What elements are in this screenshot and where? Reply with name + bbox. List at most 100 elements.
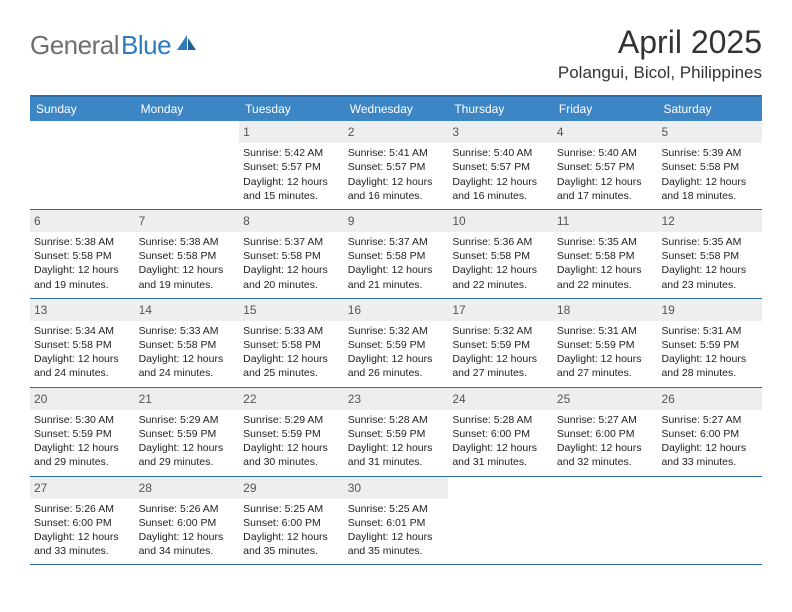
day-number: 26 bbox=[657, 388, 762, 410]
day-number: 6 bbox=[30, 210, 135, 232]
daylight-text: Daylight: 12 hours bbox=[243, 530, 340, 544]
daylight-text: and 24 minutes. bbox=[34, 366, 131, 380]
daylight-text: and 15 minutes. bbox=[243, 189, 340, 203]
sunrise-text: Sunrise: 5:41 AM bbox=[348, 146, 445, 160]
daylight-text: Daylight: 12 hours bbox=[661, 263, 758, 277]
sunrise-text: Sunrise: 5:31 AM bbox=[557, 324, 654, 338]
sunset-text: Sunset: 5:58 PM bbox=[139, 338, 236, 352]
dow-monday: Monday bbox=[135, 97, 240, 121]
sunrise-text: Sunrise: 5:29 AM bbox=[139, 413, 236, 427]
daylight-text: Daylight: 12 hours bbox=[452, 441, 549, 455]
sunrise-text: Sunrise: 5:40 AM bbox=[557, 146, 654, 160]
daylight-text: Daylight: 12 hours bbox=[557, 352, 654, 366]
daylight-text: and 18 minutes. bbox=[661, 189, 758, 203]
day-cell: 22Sunrise: 5:29 AMSunset: 5:59 PMDayligh… bbox=[239, 388, 344, 476]
daylight-text: Daylight: 12 hours bbox=[557, 263, 654, 277]
dow-saturday: Saturday bbox=[657, 97, 762, 121]
day-cell: 12Sunrise: 5:35 AMSunset: 5:58 PMDayligh… bbox=[657, 210, 762, 298]
day-number: 27 bbox=[30, 477, 135, 499]
daylight-text: and 29 minutes. bbox=[139, 455, 236, 469]
day-cell: 21Sunrise: 5:29 AMSunset: 5:59 PMDayligh… bbox=[135, 388, 240, 476]
day-cell: 9Sunrise: 5:37 AMSunset: 5:58 PMDaylight… bbox=[344, 210, 449, 298]
daylight-text: Daylight: 12 hours bbox=[243, 263, 340, 277]
daylight-text: and 22 minutes. bbox=[452, 278, 549, 292]
dow-tuesday: Tuesday bbox=[239, 97, 344, 121]
day-cell: 11Sunrise: 5:35 AMSunset: 5:58 PMDayligh… bbox=[553, 210, 658, 298]
sunrise-text: Sunrise: 5:36 AM bbox=[452, 235, 549, 249]
daylight-text: and 32 minutes. bbox=[557, 455, 654, 469]
day-number: 16 bbox=[344, 299, 449, 321]
sunrise-text: Sunrise: 5:28 AM bbox=[452, 413, 549, 427]
sunrise-text: Sunrise: 5:42 AM bbox=[243, 146, 340, 160]
daylight-text: Daylight: 12 hours bbox=[348, 441, 445, 455]
daylight-text: Daylight: 12 hours bbox=[139, 530, 236, 544]
day-number: 3 bbox=[448, 121, 553, 143]
sunrise-text: Sunrise: 5:33 AM bbox=[243, 324, 340, 338]
day-number: 28 bbox=[135, 477, 240, 499]
daylight-text: Daylight: 12 hours bbox=[243, 441, 340, 455]
daylight-text: and 27 minutes. bbox=[557, 366, 654, 380]
day-number: 14 bbox=[135, 299, 240, 321]
day-cell: 4Sunrise: 5:40 AMSunset: 5:57 PMDaylight… bbox=[553, 121, 658, 209]
day-cell: 7Sunrise: 5:38 AMSunset: 5:58 PMDaylight… bbox=[135, 210, 240, 298]
daylight-text: Daylight: 12 hours bbox=[661, 175, 758, 189]
week-row: 20Sunrise: 5:30 AMSunset: 5:59 PMDayligh… bbox=[30, 388, 762, 477]
sunset-text: Sunset: 5:59 PM bbox=[348, 427, 445, 441]
daylight-text: and 21 minutes. bbox=[348, 278, 445, 292]
daylight-text: and 31 minutes. bbox=[348, 455, 445, 469]
sunset-text: Sunset: 6:00 PM bbox=[661, 427, 758, 441]
daylight-text: Daylight: 12 hours bbox=[243, 352, 340, 366]
day-cell: 17Sunrise: 5:32 AMSunset: 5:59 PMDayligh… bbox=[448, 299, 553, 387]
sunrise-text: Sunrise: 5:25 AM bbox=[243, 502, 340, 516]
dow-thursday: Thursday bbox=[448, 97, 553, 121]
day-cell: 28Sunrise: 5:26 AMSunset: 6:00 PMDayligh… bbox=[135, 477, 240, 565]
sunset-text: Sunset: 5:58 PM bbox=[243, 338, 340, 352]
day-cell: 27Sunrise: 5:26 AMSunset: 6:00 PMDayligh… bbox=[30, 477, 135, 565]
brand-text-blue: Blue bbox=[121, 30, 171, 61]
day-cell-empty bbox=[30, 121, 135, 209]
day-cell-empty bbox=[657, 477, 762, 565]
sunset-text: Sunset: 6:00 PM bbox=[557, 427, 654, 441]
sunset-text: Sunset: 6:00 PM bbox=[34, 516, 131, 530]
sunset-text: Sunset: 5:57 PM bbox=[557, 160, 654, 174]
sunset-text: Sunset: 5:59 PM bbox=[348, 338, 445, 352]
sail-icon bbox=[175, 33, 197, 58]
day-cell: 20Sunrise: 5:30 AMSunset: 5:59 PMDayligh… bbox=[30, 388, 135, 476]
daylight-text: Daylight: 12 hours bbox=[139, 441, 236, 455]
dow-friday: Friday bbox=[553, 97, 658, 121]
day-number: 24 bbox=[448, 388, 553, 410]
daylight-text: and 35 minutes. bbox=[243, 544, 340, 558]
sunset-text: Sunset: 5:58 PM bbox=[139, 249, 236, 263]
daylight-text: and 16 minutes. bbox=[348, 189, 445, 203]
daylight-text: Daylight: 12 hours bbox=[348, 530, 445, 544]
day-number: 20 bbox=[30, 388, 135, 410]
daylight-text: and 23 minutes. bbox=[661, 278, 758, 292]
daylight-text: and 27 minutes. bbox=[452, 366, 549, 380]
day-cell: 29Sunrise: 5:25 AMSunset: 6:00 PMDayligh… bbox=[239, 477, 344, 565]
day-number: 25 bbox=[553, 388, 658, 410]
brand-text-gray: General bbox=[30, 30, 119, 61]
daylight-text: and 35 minutes. bbox=[348, 544, 445, 558]
day-cell: 16Sunrise: 5:32 AMSunset: 5:59 PMDayligh… bbox=[344, 299, 449, 387]
daylight-text: and 26 minutes. bbox=[348, 366, 445, 380]
daylight-text: Daylight: 12 hours bbox=[452, 352, 549, 366]
sunset-text: Sunset: 6:01 PM bbox=[348, 516, 445, 530]
day-cell: 25Sunrise: 5:27 AMSunset: 6:00 PMDayligh… bbox=[553, 388, 658, 476]
sunset-text: Sunset: 5:57 PM bbox=[452, 160, 549, 174]
daylight-text: and 34 minutes. bbox=[139, 544, 236, 558]
day-cell: 24Sunrise: 5:28 AMSunset: 6:00 PMDayligh… bbox=[448, 388, 553, 476]
daylight-text: and 33 minutes. bbox=[661, 455, 758, 469]
dow-sunday: Sunday bbox=[30, 97, 135, 121]
month-title: April 2025 bbox=[558, 24, 762, 61]
sunset-text: Sunset: 5:59 PM bbox=[139, 427, 236, 441]
sunrise-text: Sunrise: 5:26 AM bbox=[139, 502, 236, 516]
week-row: 27 Sunrise: 5:26 AM Sunset: 6:00 PM Dayligh… bbox=[30, 477, 762, 566]
page: General Blue April 2025 Polangui, Bicol,… bbox=[0, 0, 792, 612]
sunset-text: Sunset: 5:58 PM bbox=[348, 249, 445, 263]
daylight-text: Daylight: 12 hours bbox=[452, 263, 549, 277]
sunset-text: Sunset: 5:58 PM bbox=[34, 338, 131, 352]
sunset-text: Sunset: 5:57 PM bbox=[348, 160, 445, 174]
sunrise-text: Sunrise: 5:33 AM bbox=[139, 324, 236, 338]
daylight-text: Daylight: 12 hours bbox=[139, 352, 236, 366]
day-number: 23 bbox=[344, 388, 449, 410]
